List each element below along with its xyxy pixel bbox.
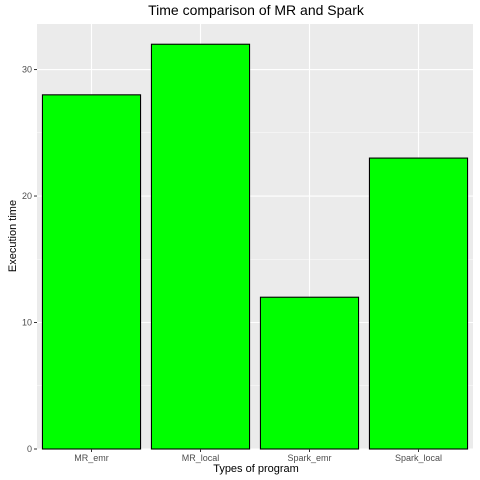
y-tick-label: 10 xyxy=(22,318,32,328)
bar-spark-emr xyxy=(259,296,360,450)
x-tick-label: MR_emr xyxy=(74,453,109,463)
x-axis: MR_emr MR_local Spark_emr Spark_local xyxy=(74,449,442,463)
x-tick-label: Spark_emr xyxy=(287,453,331,463)
chart-title: Time comparison of MR and Spark xyxy=(148,2,365,18)
bars-group xyxy=(41,43,469,450)
bar-spark-local xyxy=(368,157,469,450)
y-tick-label: 0 xyxy=(27,444,32,454)
x-tick-label: Spark_local xyxy=(395,453,442,463)
bar-mr-emr xyxy=(41,94,142,450)
y-axis: 0 10 20 30 xyxy=(22,65,37,454)
y-axis-title: Execution time xyxy=(7,200,19,272)
y-tick-label: 20 xyxy=(22,191,32,201)
x-axis-title: Types of program xyxy=(213,463,299,475)
y-tick-label: 30 xyxy=(22,65,32,75)
x-tick-label: MR_local xyxy=(182,453,220,463)
bar-mr-local xyxy=(150,43,251,450)
